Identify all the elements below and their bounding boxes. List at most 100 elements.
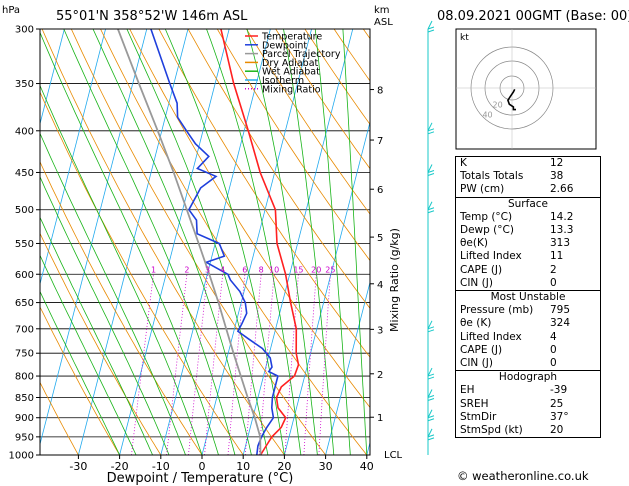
series-dewpoint [150,29,279,455]
pressure-tick-label: 700 [15,324,34,335]
wind-barb [427,320,435,333]
index-row: Totals Totals 38 [456,170,600,183]
x-axis-label: Dewpoint / Temperature (°C) [107,471,294,486]
pressure-tick-label: 650 [15,298,34,309]
km-unit: km [374,5,390,16]
mixing-ratio-label: 10 [269,265,279,274]
hodograph-stat-row: SREH 25 [456,398,600,411]
wet-adiabat-line [246,29,318,455]
dry-adiabat-line [40,91,244,455]
most-unstable-value: 4 [550,330,557,343]
km-tick-label: 4 [377,280,383,291]
mixing-ratio-line [227,274,246,455]
temp-tick-label: 30 [319,460,333,473]
wind-barb [427,122,435,135]
hpa-unit: hPa [2,5,20,16]
most-unstable-row: θe (K) 324 [456,317,600,330]
wind-barb [427,164,435,176]
legend-label: Dry Adiabat [262,58,319,69]
surface-row: Lifted Index 11 [456,250,600,263]
km-tick-label: 3 [377,325,383,336]
wet-adiabat-line [40,31,219,455]
pressure-tick-label: 750 [15,349,34,360]
indices-box: K 12 Totals Totals 38 PW (cm) 2.66 Surface Te… [455,156,601,439]
wind-barbs [427,20,435,455]
surface-title: Surface [507,197,548,210]
most-unstable-row: CIN (J) 0 [456,357,600,370]
surface-row: CIN (J) 0 [456,277,600,290]
hodograph-stat-label: StmDir [460,410,497,423]
isotherm-line [242,29,354,455]
index-value: 2.66 [550,183,574,196]
wet-adiabat-line [40,290,120,455]
mixing-ratio-label: 4 [220,265,225,274]
hodograph-stat-label: EH [460,384,475,397]
asl-unit: ASL [374,17,393,28]
dry-adiabat-line [40,160,203,455]
surface-label: Temp (°C) [460,210,513,223]
mixing-ratio-label: 15 [293,265,303,274]
mixing-ratio-line [284,274,299,455]
mixing-ratio-label: 3 [205,265,210,274]
datetime-title: 08.09.2021 00GMT (Base: 00) [437,9,629,24]
wet-adiabat-line [164,29,285,455]
legend-label: Temperature [261,32,322,43]
wind-barb [427,367,435,380]
wet-adiabat-line [40,216,153,455]
index-value: 38 [550,170,564,183]
most-unstable-value: 324 [550,317,571,330]
surface-value: 2 [550,263,557,276]
wet-adiabat-line [92,29,252,455]
mixing-ratio-line [204,274,224,455]
pressure-tick-label: 950 [15,432,34,443]
mixing-ratio-line [131,274,154,455]
mixing-ratio-label: 8 [259,265,264,274]
index-label: PW (cm) [460,183,505,196]
wet-adiabat-line [342,29,368,455]
legend-label: Parcel Trajectory [262,49,341,60]
mixing-ratio-line [318,274,331,455]
dry-adiabat-line [597,29,629,455]
isotherm-line [325,280,370,455]
hodograph-ring-label: 20 [493,100,503,109]
mixing-ratio-line [188,274,208,455]
skewt-profiles [117,29,300,455]
wind-barb [427,428,435,441]
pressure-tick-label: 600 [15,270,34,281]
index-label: Totals Totals [460,170,524,183]
temp-tick-label: -20 [111,460,129,473]
wind-barb [427,409,435,422]
hodograph-stat-label: StmSpd (kt) [460,424,523,437]
pressure-tick-label: 550 [15,239,34,250]
hodograph-stat-row: StmDir 37° [456,411,600,424]
hodograph-stat-value: 37° [550,410,569,423]
isotherm-line [40,29,148,446]
pressure-tick-label: 300 [15,25,34,36]
location-title: 55°01'N 358°52'W 146m ASL [56,9,248,24]
isotherm-line [119,29,230,455]
skewt-background-lines [40,29,629,455]
hodograph-trace [507,88,516,111]
mixing-ratio-line [166,274,188,455]
dry-adiabat-line [158,29,370,358]
surface-value: 313 [550,237,571,250]
most-unstable-title: Most Unstable [490,291,566,304]
dry-adiabat-line [100,29,368,455]
surface-row: CAPE (J) 2 [456,264,600,277]
pressure-tick-label: 400 [15,126,34,137]
most-unstable-row: Pressure (mb) 795 [456,304,600,317]
most-unstable-row: CAPE (J) 0 [456,344,600,357]
pressure-tick-label: 1000 [9,451,34,462]
legend-label: Dewpoint [262,40,307,51]
surface-value: 13.3 [550,224,574,237]
plot-frame [39,28,371,456]
surface-value: 14.2 [550,210,574,223]
surface-value: 11 [550,250,564,263]
temp-tick-label: -10 [152,460,170,473]
dry-adiabat-line [40,306,120,455]
dry-adiabat-line [40,381,79,455]
isotherm-line [201,29,312,455]
dry-adiabat-line [216,29,370,262]
wind-barb [427,201,435,214]
isotherm-line [78,29,189,455]
